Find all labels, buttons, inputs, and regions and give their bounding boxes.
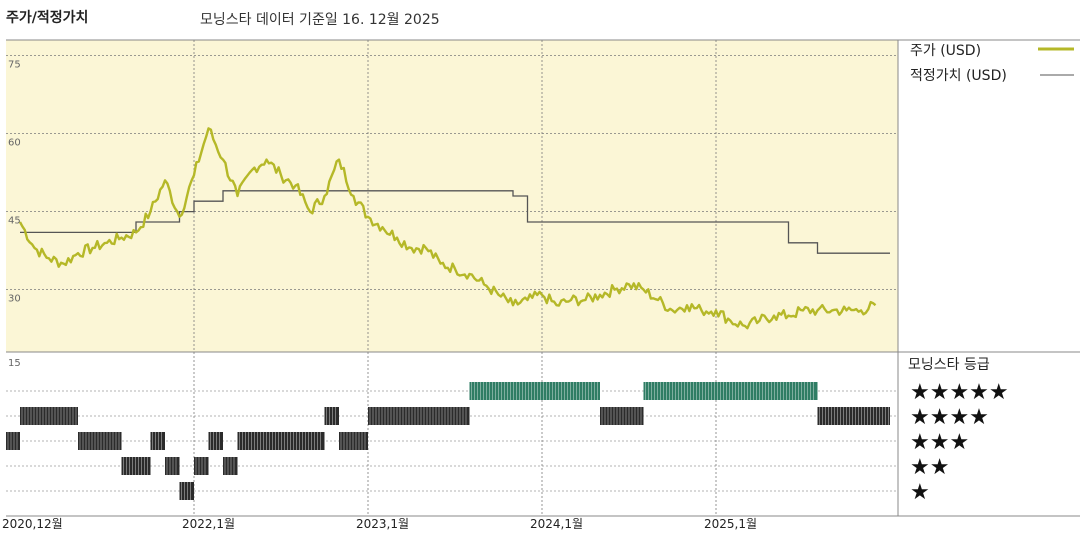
rating-timeline [6,382,890,500]
rating-segment-2-star [194,457,209,475]
rating-block [121,457,151,475]
five-star-label: ★★★★★ [910,380,1009,405]
rating-segment-3-star [78,432,122,450]
x-tick-label: 2025,1월 [704,517,757,531]
rating-segment-4-star [368,407,470,425]
rating-segment-3-star [150,432,165,450]
x-tick-labels: 2020,12월 2022,1월 2023,1월 2024,1월 2025,1월 [2,517,757,531]
x-tick-label: 2020,12월 [2,517,63,531]
three-star-label: ★★★ [910,430,969,455]
y-tick-label: 45 [8,216,21,227]
rating-block [368,407,470,425]
rating-segment-3-star [339,432,368,450]
rating-block [600,407,644,425]
rating-segment-3-star [208,432,223,450]
y-tick-label: 60 [8,138,21,149]
y-tick-label: 30 [8,294,21,305]
rating-segment-4-star [20,407,78,425]
rating-block [6,432,20,450]
one-star-label: ★ [910,480,930,505]
x-tick-label: 2024,1월 [530,517,583,531]
price-series [18,127,877,330]
two-star-label: ★★ [910,455,949,480]
x-tick-label: 2023,1월 [356,517,409,531]
rating-segment-5-star [643,382,818,400]
rating-block [643,382,818,400]
y-tick-labels: 30 45 60 75 15 [8,60,21,369]
rating-segment-5-star [469,382,600,400]
chart-subtitle: 모닝스타 데이터 기준일 16. 12월 2025 [200,12,440,28]
rating-block [817,407,890,425]
rating-segment-3-star [237,432,325,450]
four-star-label: ★★★★ [910,405,989,430]
rating-segment-1-star [179,482,194,500]
rating-block [339,432,368,450]
rating-segment-2-star [121,457,151,475]
rating-segment-4-star [817,407,890,425]
rating-segment-4-star [324,407,339,425]
legend-price-label: 주가 (USD) [910,43,981,59]
rating-segment-2-star [165,457,180,475]
y-tick-label: 75 [8,60,21,71]
rating-segment-2-star [223,457,238,475]
legend-fair-label: 적정가치 (USD) [910,68,1007,84]
y-tick-label: 15 [8,358,21,369]
price-plot-area [6,40,898,352]
chart-title: 주가/적정가치 [6,9,88,26]
x-tick-label: 2022,1월 [182,517,235,531]
rating-legend-title: 모닝스타 등급 [908,357,990,373]
fair-value-line [20,190,890,254]
rating-block [78,432,122,450]
fair-value-series [20,190,890,254]
rating-segment-3-star [6,432,20,450]
rating-segment-4-star [600,407,644,425]
price-line [18,127,877,330]
